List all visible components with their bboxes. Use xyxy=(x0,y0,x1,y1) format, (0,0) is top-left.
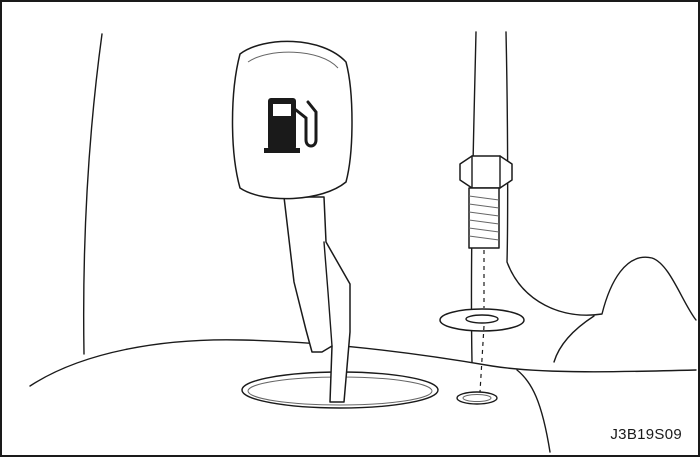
bolt xyxy=(459,155,513,249)
floor-contour xyxy=(29,339,697,387)
mounting-hole xyxy=(456,391,498,405)
bolt-threads xyxy=(468,195,500,241)
lever-shaft xyxy=(283,196,351,403)
lever-shaft-crease xyxy=(323,241,333,347)
washer-hole xyxy=(465,314,499,324)
panel-edge-left xyxy=(82,33,103,355)
body-panel xyxy=(29,33,697,453)
pillar-curve xyxy=(505,31,697,321)
floor-fold xyxy=(516,369,551,453)
bolt-head xyxy=(459,155,513,189)
bolt-head-facets xyxy=(471,155,501,189)
trim-inner xyxy=(553,315,595,363)
mounting-hole-outer xyxy=(456,391,498,405)
fuel-pump-icon xyxy=(264,98,318,153)
figure-code: J3B19S09 xyxy=(610,426,682,443)
washer xyxy=(439,308,525,332)
washer-outer xyxy=(439,308,525,332)
mounting-hole-inner xyxy=(462,394,492,402)
installation-axis xyxy=(479,250,485,393)
lever-handle-highlight xyxy=(247,51,339,69)
